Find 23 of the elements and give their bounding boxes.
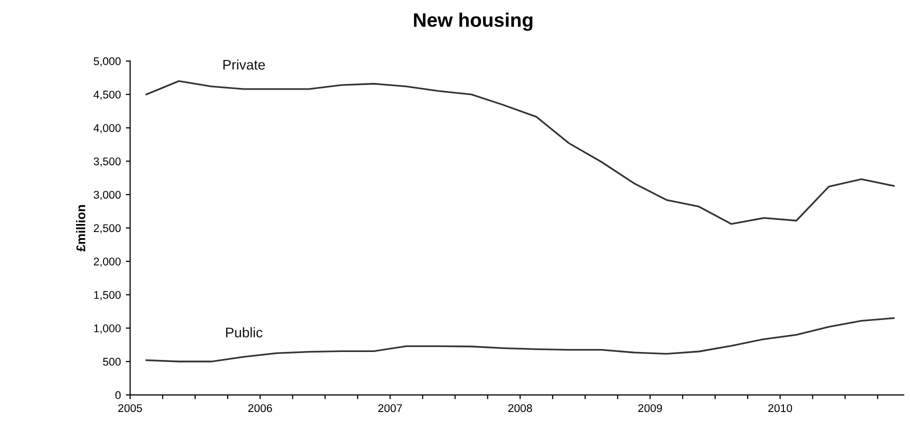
- y-tick-label: 5,000: [94, 57, 121, 66]
- line-series: [146, 80, 895, 225]
- x-tick-label: 2007: [378, 404, 402, 412]
- y-tick-label: 500: [103, 358, 121, 366]
- x-tick-label: 2010: [768, 404, 792, 412]
- y-tick-label: 1,500: [94, 291, 121, 300]
- y-tick-label: 3,000: [94, 190, 121, 200]
- y-tick-label: 3,500: [94, 157, 121, 167]
- y-axis-title: £million: [76, 205, 86, 252]
- y-tick-label: 4,000: [94, 124, 121, 134]
- y-tick-label: 2,000: [94, 258, 121, 267]
- y-tick-label: 1,000: [94, 324, 121, 334]
- y-tick-label: 0: [115, 391, 121, 400]
- line-series: [146, 317, 895, 362]
- series-label: Public: [226, 327, 262, 338]
- y-tick-label: 4,500: [94, 90, 121, 100]
- x-tick-label: 2009: [638, 404, 662, 412]
- series-label: Private: [223, 59, 265, 70]
- y-tick-label: 2,500: [94, 224, 121, 234]
- x-tick-label: 2008: [508, 404, 532, 412]
- x-tick-label: 2006: [248, 404, 272, 412]
- x-tick-label: 2005: [118, 404, 142, 412]
- chart-title: New housing: [414, 12, 532, 31]
